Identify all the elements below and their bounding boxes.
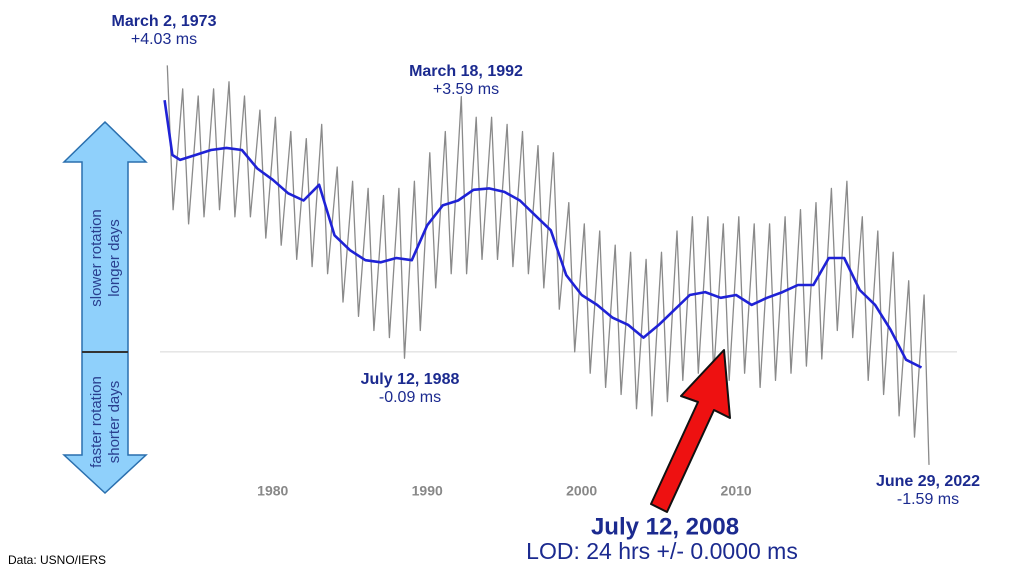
callout-text: LOD: 24 hrs +/- 0.0000 ms bbox=[526, 538, 798, 564]
up-label: slower rotation longer days bbox=[88, 209, 123, 307]
direction-arrow bbox=[62, 120, 148, 495]
x-tick-label: 2010 bbox=[721, 483, 752, 499]
annotation-date: July 12, 1988 bbox=[361, 371, 460, 388]
x-tick-label: 1980 bbox=[257, 483, 288, 499]
x-tick-label: 2000 bbox=[566, 483, 597, 499]
callout-date: July 12, 2008 bbox=[591, 513, 739, 540]
annotation-date: March 18, 1992 bbox=[409, 63, 523, 80]
annotation-date: March 2, 1973 bbox=[112, 13, 217, 30]
side-label: longer days bbox=[106, 219, 123, 297]
side-label: shorter days bbox=[106, 381, 123, 464]
down-label: faster rotation shorter days bbox=[88, 376, 123, 468]
annotation-date: June 29, 2022 bbox=[876, 473, 980, 490]
callout-arrow bbox=[650, 349, 731, 513]
side-label: faster rotation bbox=[88, 376, 105, 468]
side-label: slower rotation bbox=[88, 209, 105, 307]
annotation-value: -0.09 ms bbox=[379, 389, 441, 406]
smoothed-lod bbox=[163, 100, 923, 369]
plot-area: 1980 1990 2000 2010 bbox=[160, 65, 957, 499]
daily-lod bbox=[166, 65, 930, 465]
annotation-value: +3.59 ms bbox=[433, 81, 499, 98]
annotation-value: +4.03 ms bbox=[131, 31, 197, 48]
source: Data: USNO/IERS bbox=[8, 553, 106, 567]
x-tick-label: 1990 bbox=[412, 483, 443, 499]
annotation-value: -1.59 ms bbox=[897, 491, 959, 508]
